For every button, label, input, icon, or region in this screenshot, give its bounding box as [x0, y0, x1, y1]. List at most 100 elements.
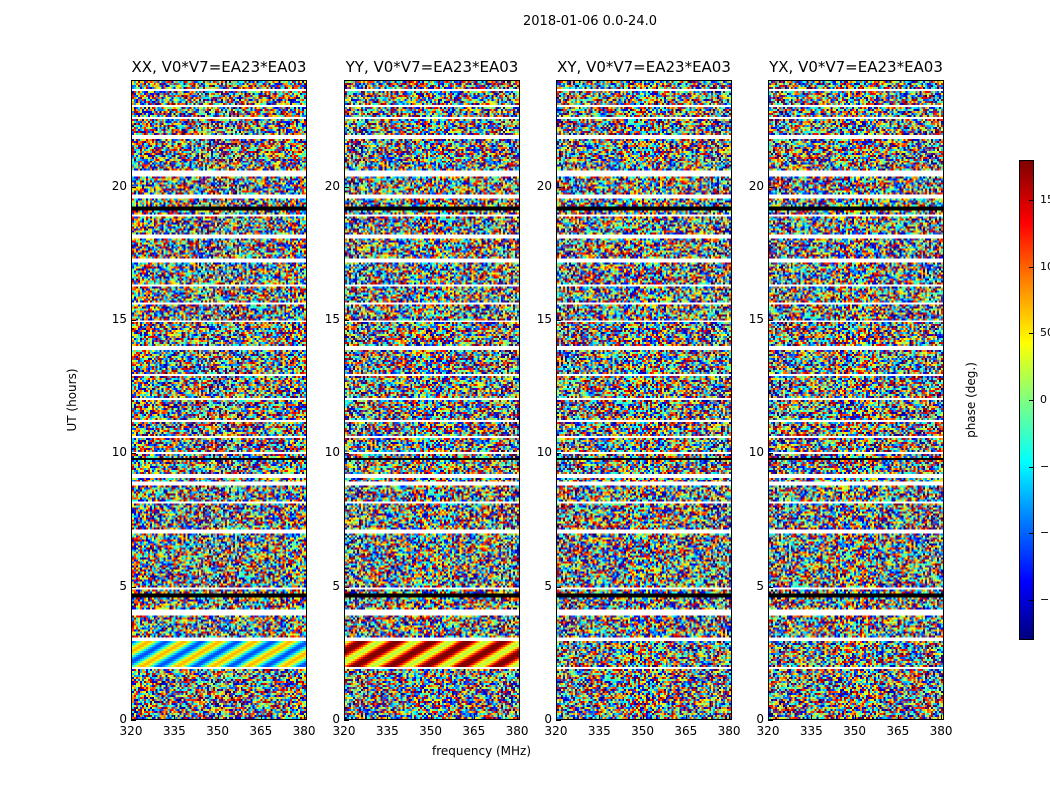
colorbar-tick-label: −50	[1040, 459, 1050, 473]
y-axis-label: UT (hours)	[65, 368, 79, 432]
y-tick-label: 20	[324, 178, 340, 193]
heatmap-cells-2	[557, 81, 731, 719]
colorbar-tick-label: 0	[1040, 393, 1047, 406]
x-tick-label: 320	[119, 724, 143, 738]
x-tick-label: 320	[332, 724, 356, 738]
panel-title-2: XY, V0*V7=EA23*EA03	[557, 58, 731, 76]
panel-title-0: XX, V0*V7=EA23*EA03	[131, 58, 307, 76]
y-tick-label: 0	[332, 712, 340, 726]
y-tick-label: 15	[536, 312, 552, 326]
x-tick-mark	[174, 715, 176, 720]
y-tick-label: 10	[536, 445, 552, 460]
x-tick-mark	[941, 715, 943, 720]
x-tick-mark	[473, 715, 475, 720]
y-tick-label: 20	[748, 178, 764, 193]
colorbar-tick-mark	[1029, 333, 1034, 335]
x-tick-label: 320	[756, 724, 780, 738]
y-tick-label: 15	[748, 312, 764, 326]
colorbar-tick-label: −100	[1040, 526, 1050, 540]
y-tick-mark	[768, 586, 773, 588]
x-tick-mark	[556, 715, 557, 720]
y-tick-label: 20	[111, 178, 127, 193]
x-tick-mark	[387, 715, 389, 720]
y-tick-mark	[131, 720, 136, 721]
x-tick-mark	[344, 715, 345, 720]
heatmap-cells-1	[345, 81, 519, 719]
y-tick-mark	[344, 720, 349, 721]
x-tick-label: 350	[206, 724, 229, 738]
y-tick-mark	[556, 186, 561, 188]
x-tick-mark	[517, 715, 519, 720]
x-tick-mark	[304, 715, 306, 720]
colorbar-tick-mark	[1029, 266, 1034, 268]
colorbar-tick-label: −150	[1040, 593, 1050, 606]
x-tick-mark	[599, 715, 601, 720]
figure-title: 2018-01-06 0.0-24.0	[523, 14, 657, 29]
x-tick-mark	[260, 715, 262, 720]
x-tick-mark	[217, 715, 219, 720]
y-tick-mark	[131, 320, 136, 321]
y-tick-mark	[344, 186, 349, 188]
y-tick-label: 10	[111, 445, 127, 460]
y-tick-mark	[344, 320, 349, 321]
x-tick-label: 350	[631, 724, 654, 738]
y-tick-label: 0	[119, 712, 127, 726]
y-tick-mark	[768, 320, 773, 321]
x-tick-mark	[642, 715, 644, 720]
y-tick-mark	[344, 453, 349, 455]
x-tick-label: 350	[843, 724, 866, 738]
heatmap-panel-0	[131, 80, 307, 720]
y-tick-label: 5	[544, 578, 552, 593]
y-tick-mark	[556, 586, 561, 588]
x-tick-label: 350	[419, 724, 442, 738]
colorbar-tick-label: 50	[1040, 326, 1050, 340]
y-tick-mark	[768, 186, 773, 188]
heatmap-panel-1	[344, 80, 520, 720]
y-tick-label: 0	[544, 712, 552, 726]
y-tick-label: 15	[111, 312, 127, 326]
colorbar-tick-label: 100	[1040, 259, 1050, 273]
y-tick-label: 20	[536, 178, 552, 193]
colorbar-label: phase (deg.)	[964, 362, 978, 438]
x-tick-label: 335	[799, 724, 823, 738]
x-tick-label: 335	[375, 724, 399, 738]
y-tick-label: 5	[756, 578, 764, 593]
y-tick-label: 15	[324, 312, 340, 326]
y-tick-label: 10	[324, 445, 340, 460]
y-tick-label: 0	[756, 712, 764, 726]
x-tick-mark	[729, 715, 731, 720]
y-tick-mark	[131, 186, 136, 188]
x-tick-mark	[811, 715, 813, 720]
y-tick-mark	[131, 586, 136, 588]
colorbar-tick-mark	[1029, 400, 1034, 401]
y-tick-mark	[768, 720, 773, 721]
y-tick-mark	[556, 320, 561, 321]
y-tick-label: 10	[748, 445, 764, 460]
colorbar-tick-mark	[1029, 533, 1034, 535]
x-tick-mark	[897, 715, 899, 720]
x-axis-label: frequency (MHz)	[432, 744, 532, 758]
colorbar-tick-mark	[1029, 200, 1034, 201]
y-tick-label: 5	[332, 578, 340, 593]
heatmap-cells-0	[132, 81, 306, 719]
x-tick-mark	[768, 715, 769, 720]
x-tick-label: 320	[544, 724, 568, 738]
x-tick-mark	[131, 715, 132, 720]
x-tick-label: 380	[929, 724, 953, 738]
x-tick-label: 365	[462, 724, 486, 738]
x-tick-label: 380	[505, 724, 529, 738]
y-tick-mark	[768, 453, 773, 455]
heatmap-cells-3	[769, 81, 943, 719]
y-tick-label: 5	[119, 578, 127, 593]
x-tick-label: 365	[249, 724, 273, 738]
x-tick-mark	[685, 715, 687, 720]
x-tick-mark	[854, 715, 856, 720]
x-tick-label: 380	[717, 724, 741, 738]
heatmap-panel-2	[556, 80, 732, 720]
colorbar-tick-mark	[1029, 466, 1034, 468]
x-tick-label: 365	[674, 724, 698, 738]
x-tick-mark	[430, 715, 432, 720]
x-tick-label: 335	[587, 724, 611, 738]
x-tick-label: 335	[162, 724, 186, 738]
y-tick-mark	[131, 453, 136, 455]
